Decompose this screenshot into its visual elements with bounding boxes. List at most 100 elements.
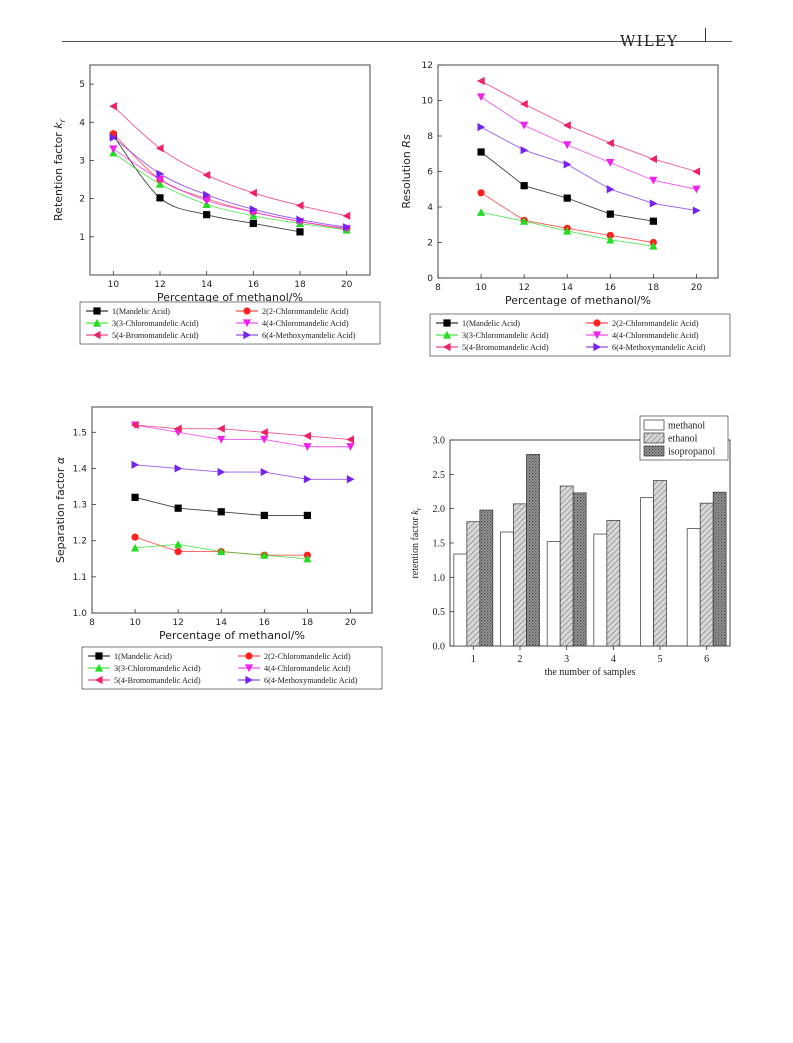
data-point [155, 144, 164, 153]
x-tick-label: 4 [611, 654, 616, 665]
y-tick-label: 0.0 [433, 642, 446, 653]
legend-box [79, 301, 381, 345]
x-axis-label: the number of samples [545, 667, 636, 678]
legend-marker [245, 675, 254, 685]
legend-marker [94, 663, 104, 672]
data-point [202, 196, 211, 205]
data-point [346, 475, 355, 484]
x-tick-label: 8 [435, 283, 441, 293]
x-tick-label: 6 [704, 654, 709, 665]
series-5 [130, 420, 355, 444]
legend-label: 3(3-Chloromandelic Acid) [462, 331, 549, 340]
separation-factor-chart: 8 10 12 14 16 18 20 1.0 1.1 1.2 1.3 1.4 1.5 Percentag… [54, 406, 383, 690]
x-axis-label: Percentage of methanol/% [505, 294, 651, 307]
legend-label: 5(4-Bromomandelic Acid) [462, 343, 549, 352]
data-point [520, 99, 528, 109]
data-point [296, 228, 304, 236]
bar-methanol [453, 553, 468, 647]
x-tick-label: 18 [302, 618, 314, 628]
legend-label: 6(4-Methoxymandelic Acid) [612, 343, 706, 352]
y-axis-label: Separation factor α [54, 456, 67, 563]
bar-ethanol [559, 485, 574, 647]
series-5 [109, 102, 351, 220]
bar-methanol [640, 497, 654, 647]
legend-label: 2(2-Chloromandelic Acid) [612, 319, 699, 328]
series-1 [131, 493, 311, 520]
data-point [477, 123, 486, 132]
series-line [113, 137, 347, 228]
y-tick-label: 2.0 [433, 504, 446, 515]
legend-marker [592, 331, 602, 340]
data-point [342, 211, 351, 220]
data-point [217, 424, 225, 433]
data-point [303, 443, 312, 451]
legend-label: 2(2-Chloromandelic Acid) [262, 307, 349, 316]
series-line [480, 80, 697, 172]
legend-label: 4(4-Chloromandelic Acid) [612, 331, 699, 340]
data-point [295, 201, 304, 210]
series-line [113, 148, 347, 229]
data-point [109, 102, 117, 111]
data-point [260, 428, 268, 437]
data-point [476, 76, 485, 86]
series-3 [109, 148, 351, 234]
legend-marker [242, 319, 252, 328]
data-point [174, 464, 183, 473]
legend-marker [93, 307, 101, 315]
legend-label: 2(2-Chloromandelic Acid) [264, 652, 351, 661]
data-point [649, 154, 657, 164]
series-1 [477, 148, 657, 225]
series-6 [109, 133, 351, 232]
data-point [296, 215, 305, 224]
data-point [649, 176, 658, 185]
data-point [477, 148, 485, 156]
legend-marker [243, 307, 251, 315]
series-line [113, 105, 347, 217]
bar-ethanol [653, 480, 667, 647]
header-divider [705, 28, 706, 42]
y-tick-label: 2 [427, 239, 433, 249]
bar-methanol [593, 533, 608, 647]
series-3 [476, 208, 658, 250]
legend-label: methanol [668, 421, 705, 432]
y-axis-label: retention factor kr [410, 507, 423, 578]
publisher-logo: WILEY [620, 32, 679, 50]
legend-label: 6(4-Methoxymandelic Acid) [262, 331, 356, 340]
data-point [303, 475, 312, 484]
legend-label: 1(Mandelic Acid) [112, 307, 170, 316]
data-point [606, 235, 615, 244]
y-tick-label: 0 [427, 274, 433, 284]
y-tick-label: 1 [79, 233, 85, 243]
data-point [217, 547, 226, 556]
x-tick-label: 10 [108, 280, 120, 290]
x-tick-label: 16 [259, 618, 271, 628]
data-point [303, 511, 311, 520]
bar-ethanol [513, 503, 527, 647]
y-tick-label: 1.5 [433, 539, 446, 550]
data-point [692, 167, 701, 176]
legend-label: ethanol [668, 434, 698, 445]
data-point [174, 547, 182, 556]
data-point [217, 467, 226, 477]
series-5 [476, 76, 701, 176]
data-point [156, 194, 164, 202]
legend: methanol ethanol isopropanol [639, 415, 729, 461]
data-point [202, 170, 211, 180]
bar-methanol [500, 531, 514, 647]
data-point [606, 185, 615, 194]
plot-frame [91, 406, 373, 614]
plot-frame [89, 64, 371, 276]
legend-marker [593, 342, 602, 352]
legend-label: 3(3-Chloromandelic Acid) [114, 664, 201, 673]
legend-label: 4(4-Chloromandelic Acid) [262, 319, 349, 328]
data-point [476, 93, 486, 102]
x-tick-label: 10 [129, 618, 141, 628]
data-point [477, 189, 485, 197]
bar-ethanol [606, 519, 621, 647]
data-point [606, 159, 615, 167]
x-tick-label: 20 [691, 283, 703, 293]
data-point [346, 443, 355, 451]
legend-marker [593, 319, 601, 327]
legend: 1(Mandelic Acid) 2(2-Chloromandelic Acid)… [79, 301, 381, 345]
